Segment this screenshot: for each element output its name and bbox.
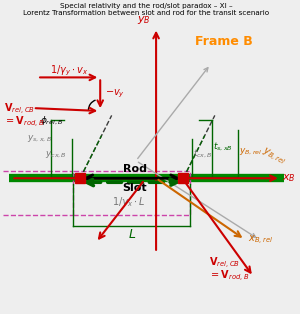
Text: $1/\gamma_x \cdot L$: $1/\gamma_x \cdot L$: [112, 195, 146, 208]
Text: $y_B$: $y_B$: [136, 14, 150, 26]
Text: $\phi_{rel,B}$: $\phi_{rel,B}$: [40, 115, 63, 127]
Text: $1/\gamma_y \cdot v_x$: $1/\gamma_y \cdot v_x$: [50, 63, 88, 78]
Text: Slot: Slot: [122, 182, 147, 192]
Text: $\mathbf{V}_{rel,CB}$: $\mathbf{V}_{rel,CB}$: [209, 256, 240, 271]
Text: Rod: Rod: [123, 164, 147, 174]
Text: Frame B: Frame B: [195, 35, 253, 48]
Text: $x_{B,rel}$: $x_{B,rel}$: [248, 234, 273, 247]
Text: $= \mathbf{V}_{rod,B}$: $= \mathbf{V}_{rod,B}$: [4, 115, 45, 130]
Text: $t_{s,xB}$: $t_{s,xB}$: [213, 140, 233, 153]
Title: Special relativity and the rod/slot paradox – XI –
Lorentz Transformation betwee: Special relativity and the rod/slot para…: [23, 3, 269, 16]
Text: $t_{cx,B}$: $t_{cx,B}$: [193, 148, 213, 160]
Text: $y_{B,rel}$: $y_{B,rel}$: [259, 145, 287, 168]
Text: $y_{s,x,B}$: $y_{s,x,B}$: [27, 133, 52, 144]
Text: $\mathbf{V}_{rel,CB}$: $\mathbf{V}_{rel,CB}$: [4, 102, 35, 117]
Text: $x_B$: $x_B$: [282, 172, 296, 184]
Text: $y_{B,rel}$: $y_{B,rel}$: [239, 147, 262, 157]
Text: $L$: $L$: [128, 228, 136, 241]
Text: $y_{cx,B}$: $y_{cx,B}$: [45, 149, 67, 160]
Text: $-v_y$: $-v_y$: [104, 88, 124, 100]
Text: $= \mathbf{V}_{rod,B}$: $= \mathbf{V}_{rod,B}$: [209, 269, 250, 284]
